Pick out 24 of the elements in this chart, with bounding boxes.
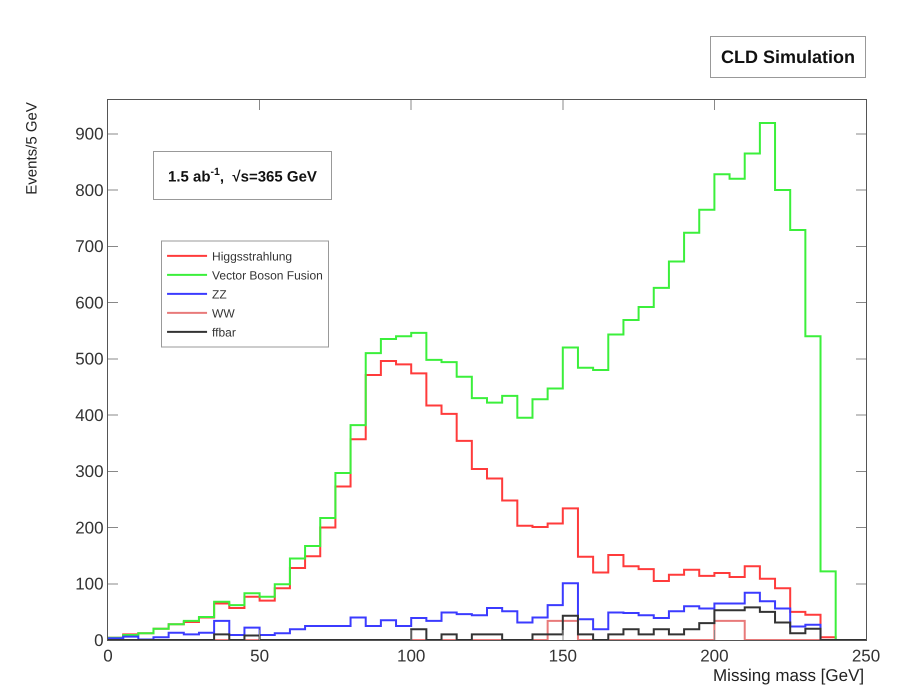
y-tick-label: 200 — [75, 518, 104, 538]
x-tick-label: 100 — [397, 646, 426, 666]
annotation: 1.5 ab$^{-1}$, √s=365 GeV — [168, 166, 317, 186]
y-tick-label: 100 — [75, 574, 104, 594]
legend-label: ZZ — [212, 288, 227, 302]
legend-label: WW — [212, 306, 236, 321]
text: CLD Simulation — [721, 47, 855, 67]
x-tick-label: 200 — [700, 646, 729, 666]
x-tick-label: 250 — [852, 646, 880, 666]
y-tick-label: 900 — [75, 124, 104, 144]
legend-label: Higgsstrahlung — [212, 250, 292, 264]
x-tick-label: 50 — [250, 646, 270, 666]
y-tick-label: 0 — [94, 630, 104, 650]
x-axis-title: Missing mass [GeV] — [713, 666, 864, 685]
y-tick-label: 400 — [75, 406, 104, 425]
y-tick-label: 600 — [75, 293, 104, 312]
y-tick-label: 300 — [75, 462, 104, 482]
y-tick-label: 800 — [75, 180, 104, 200]
legend-label: ffbar — [212, 326, 236, 340]
y-tick-label: 500 — [75, 350, 104, 369]
legend-label: Vector Boson Fusion — [212, 268, 323, 283]
x-tick-label: 150 — [548, 646, 577, 666]
y-tick-label: 700 — [75, 237, 104, 256]
y-axis-title: Events/5 GeV — [24, 102, 41, 195]
